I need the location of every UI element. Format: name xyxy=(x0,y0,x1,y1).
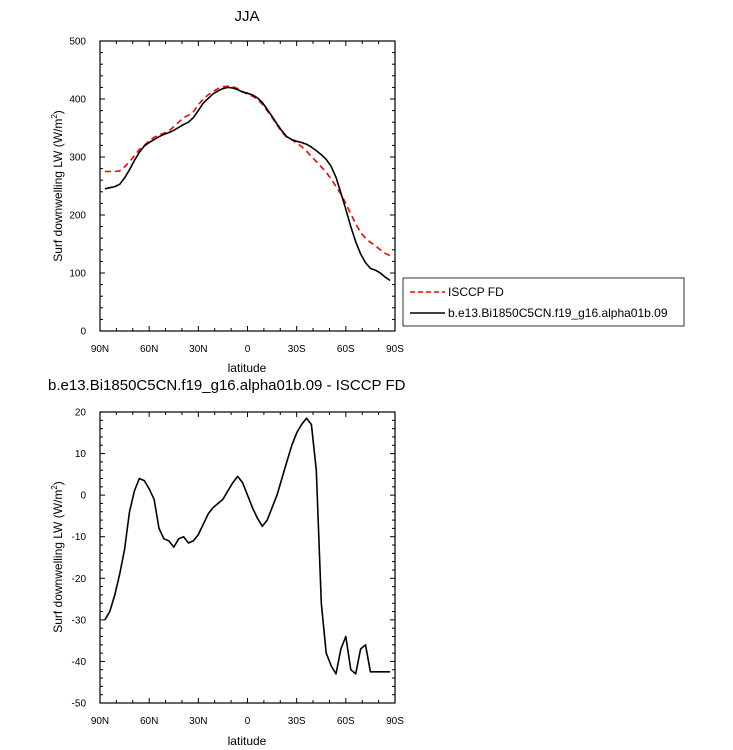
top-x-tick-label: 60N xyxy=(140,344,158,355)
top-y-tick-label: 200 xyxy=(69,211,86,222)
bottom-x-tick-label: 60N xyxy=(140,716,158,727)
top-y-tick-label: 0 xyxy=(80,327,86,338)
legend-label-model: b.e13.Bi1850C5CN.f19_g16.alpha01b.09 xyxy=(448,306,668,320)
bottom-series-group xyxy=(104,417,391,675)
bottom-x-tick-label: 90N xyxy=(91,716,109,727)
bottom-x-tick-label: 30N xyxy=(189,716,207,727)
legend: ISCCP FD b.e13.Bi1850C5CN.f19_g16.alpha0… xyxy=(402,277,685,327)
bottom-y-tick-label: 10 xyxy=(75,449,87,460)
bottom-y-tick-label: -10 xyxy=(72,532,87,543)
bottom-y-tick-label: -20 xyxy=(72,574,87,585)
bottom-chart-title: b.e13.Bi1850C5CN.f19_g16.alpha01b.09 - I… xyxy=(48,377,406,394)
bottom-y-tick-label: 0 xyxy=(80,491,86,502)
top-y-tick-label: 500 xyxy=(69,37,86,48)
top-x-tick-label: 60S xyxy=(337,344,355,355)
bottom-x-axis-label: latitude xyxy=(228,734,267,748)
bottom-y-tick-label: 20 xyxy=(75,408,87,419)
top-x-tick-label: 90S xyxy=(386,344,404,355)
bottom-x-tick-label: 30S xyxy=(288,716,306,727)
top-series-line-0 xyxy=(104,85,391,257)
top-y-tick-label: 300 xyxy=(69,153,86,164)
bottom-y-tick-label: -50 xyxy=(72,699,87,710)
bottom-series-line-0 xyxy=(104,417,391,675)
top-ticks-group: 90N 60N 30N 0 30S 60S 90S 0 100 200 300 400 500 xyxy=(69,37,404,356)
bottom-y-tick-label: -30 xyxy=(72,615,87,626)
top-y-tick-label: 100 xyxy=(69,269,86,280)
bottom-panel: 90N 60N 30N 0 30S 60S 90S-50-40-30-20-1001020 … xyxy=(48,377,406,748)
top-x-tick-label: 30S xyxy=(288,344,306,355)
top-chart-title: JJA xyxy=(234,8,259,25)
top-x-tick-label: 30N xyxy=(189,344,207,355)
top-y-tick-label: 400 xyxy=(69,95,86,106)
bottom-y-tick-label: -40 xyxy=(72,657,87,668)
bottom-ticks-group: 90N 60N 30N 0 30S 60S 90S -50 -40 -30 -20 -10 0 10 20 xyxy=(72,408,405,728)
legend-box xyxy=(402,277,685,327)
bottom-y-axis-label: Surf downwelling LW (W/m2) xyxy=(50,481,65,633)
bottom-x-tick-label: 90S xyxy=(386,716,404,727)
top-plot-frame xyxy=(99,40,396,332)
top-y-axis-label: Surf downwelling LW (W/m2) xyxy=(50,110,65,262)
bottom-plot-frame xyxy=(99,411,396,704)
top-x-tick-label: 0 xyxy=(245,344,251,355)
top-series-group xyxy=(104,85,391,282)
top-series-line-1 xyxy=(104,86,391,282)
bottom-x-tick-label: 0 xyxy=(245,716,251,727)
bottom-x-tick-label: 60S xyxy=(337,716,355,727)
legend-label-isccp: ISCCP FD xyxy=(448,285,504,299)
top-x-tick-label: 90N xyxy=(91,344,109,355)
top-x-axis-label: latitude xyxy=(228,361,267,375)
